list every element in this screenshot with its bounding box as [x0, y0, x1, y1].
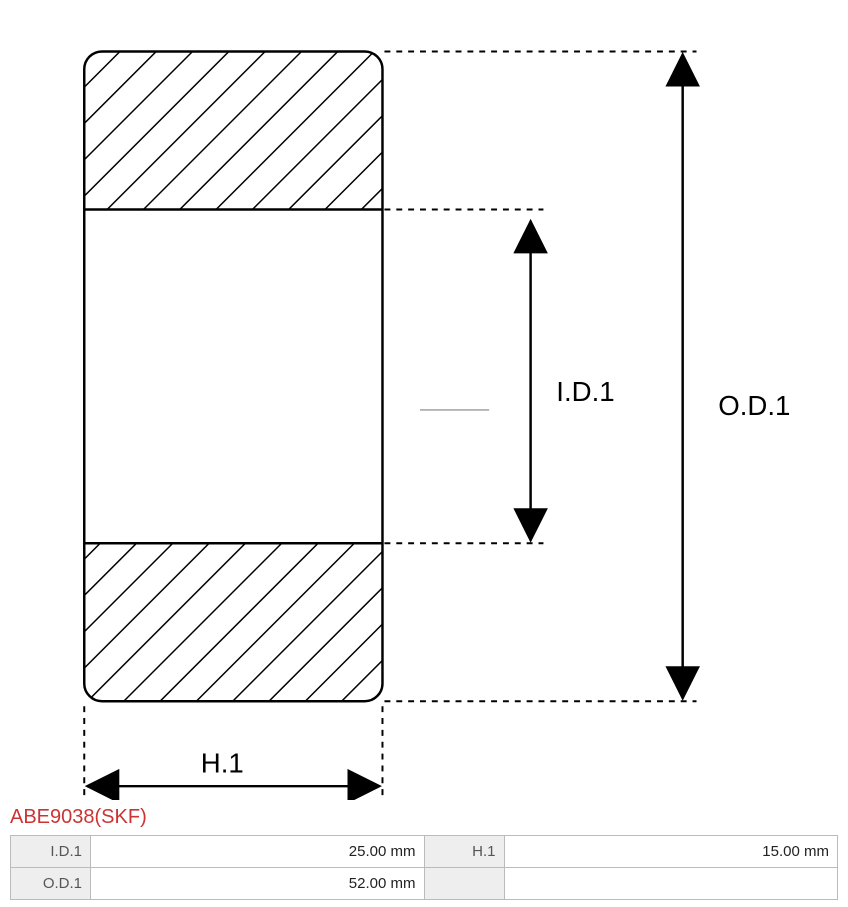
- table-row: O.D.1 52.00 mm: [11, 868, 838, 900]
- part-number-title: ABE9038(SKF): [10, 806, 838, 829]
- dimensions-table: I.D.1 25.00 mm H.1 15.00 mm O.D.1 52.00 …: [10, 835, 838, 900]
- svg-text:H.1: H.1: [201, 747, 244, 778]
- dim-val: [504, 868, 838, 900]
- dim-key: H.1: [424, 836, 504, 868]
- dim-val: 52.00 mm: [91, 868, 425, 900]
- svg-text:O.D.1: O.D.1: [718, 390, 790, 421]
- table-row: I.D.1 25.00 mm H.1 15.00 mm: [11, 836, 838, 868]
- bearing-section-diagram: I.D.1 O.D.1 H.1: [10, 10, 830, 800]
- dim-val: 25.00 mm: [91, 836, 425, 868]
- dim-val: 15.00 mm: [504, 836, 838, 868]
- svg-text:I.D.1: I.D.1: [556, 376, 614, 407]
- dim-key: I.D.1: [11, 836, 91, 868]
- dim-key: [424, 868, 504, 900]
- dim-key: O.D.1: [11, 868, 91, 900]
